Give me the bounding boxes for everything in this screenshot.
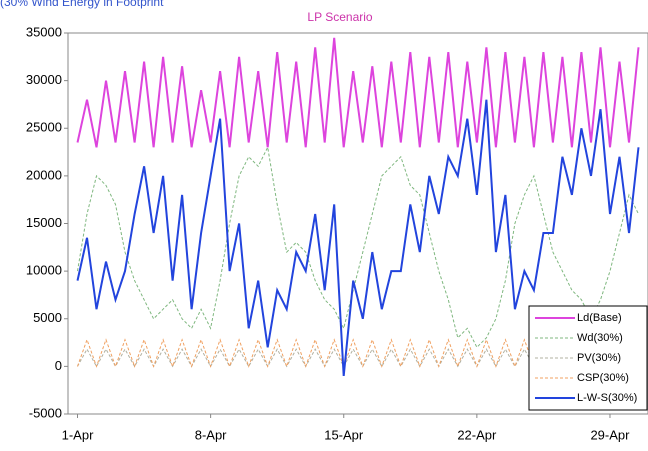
y-tick-label: 15000 [26, 215, 62, 230]
series-line [77, 145, 639, 349]
chart-title: LP Scenario [307, 10, 372, 24]
x-tick-label: 15-Apr [324, 427, 364, 442]
y-tick-label: 5000 [33, 310, 62, 325]
series-line [76, 37, 640, 148]
legend-label: CSP(30%) [577, 372, 629, 384]
x-tick-label: 8-Apr [195, 427, 227, 442]
x-tick-label: 1-Apr [62, 427, 94, 442]
legend-label: PV(30%) [577, 352, 621, 364]
x-tick-label: 22-Apr [457, 427, 497, 442]
y-tick-label: 10000 [26, 263, 62, 278]
legend-box [528, 305, 648, 411]
x-tick-label: 29-Apr [590, 427, 630, 442]
y-tick-label: 30000 [26, 72, 62, 87]
series-line [76, 99, 640, 376]
y-tick-label: 25000 [26, 120, 62, 135]
series-line [77, 338, 639, 368]
legend-label: Ld(Base) [577, 312, 622, 324]
y-tick-label: 20000 [26, 167, 62, 182]
y-tick-label: -5000 [29, 405, 62, 420]
y-tick-label: 0 [55, 358, 62, 373]
legend-label: Wd(30%) [577, 332, 623, 344]
chart-subtitle: (30% Wind Energy in Footprint [0, 0, 164, 9]
y-tick-label: 35000 [26, 24, 62, 39]
legend-label: L-W-S(30%) [577, 392, 637, 404]
